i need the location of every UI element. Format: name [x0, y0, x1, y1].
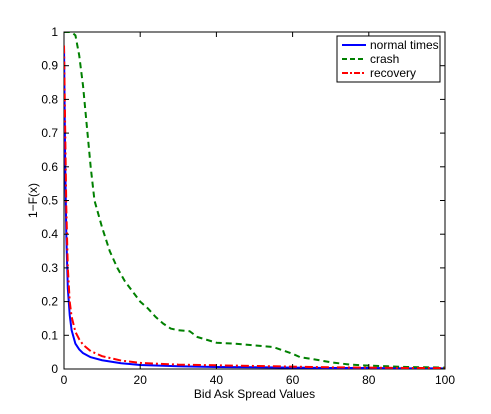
- y-tick-label: 0.7: [41, 126, 58, 140]
- y-tick-label: 0: [51, 362, 58, 376]
- plot-area-frame: [63, 31, 446, 370]
- y-tick-label: 0.1: [41, 328, 58, 342]
- series-line-recovery: [64, 45, 445, 369]
- y-tick-label: 0.6: [41, 160, 58, 174]
- series-line-crash: [64, 32, 445, 369]
- x-tick-label: 100: [435, 373, 455, 387]
- legend-label: normal times: [370, 38, 439, 52]
- x-tick-label: 80: [362, 373, 376, 387]
- legend-label: crash: [370, 52, 399, 66]
- y-tick-label: 0.3: [41, 261, 58, 275]
- legend-item: normal times: [342, 38, 439, 52]
- axis-ticks: 0 20 40 60 80 100 0 0.1 0.2 0.3 0.4 0.5 0.6 0.7 0.8 0.9…: [41, 25, 455, 387]
- legend-label: recovery: [370, 66, 416, 80]
- series-layer: [64, 32, 445, 369]
- y-tick-label: 0.5: [41, 194, 58, 208]
- legend-item: crash: [342, 52, 399, 66]
- x-tick-label: 20: [134, 373, 148, 387]
- x-tick-label: 60: [286, 373, 300, 387]
- y-tick-label: 0.2: [41, 295, 58, 309]
- legend-item: recovery: [342, 66, 416, 80]
- series-line-normal-times: [64, 45, 445, 369]
- x-tick-label: 0: [61, 373, 68, 387]
- y-tick-label: 0.8: [41, 92, 58, 106]
- y-tick-label: 1: [51, 25, 58, 39]
- y-axis-label: 1−F(x): [26, 183, 40, 218]
- y-tick-label: 0.4: [41, 227, 58, 241]
- x-axis-label: Bid Ask Spread Values: [194, 387, 315, 401]
- y-tick-label: 0.9: [41, 59, 58, 73]
- x-tick-label: 40: [210, 373, 224, 387]
